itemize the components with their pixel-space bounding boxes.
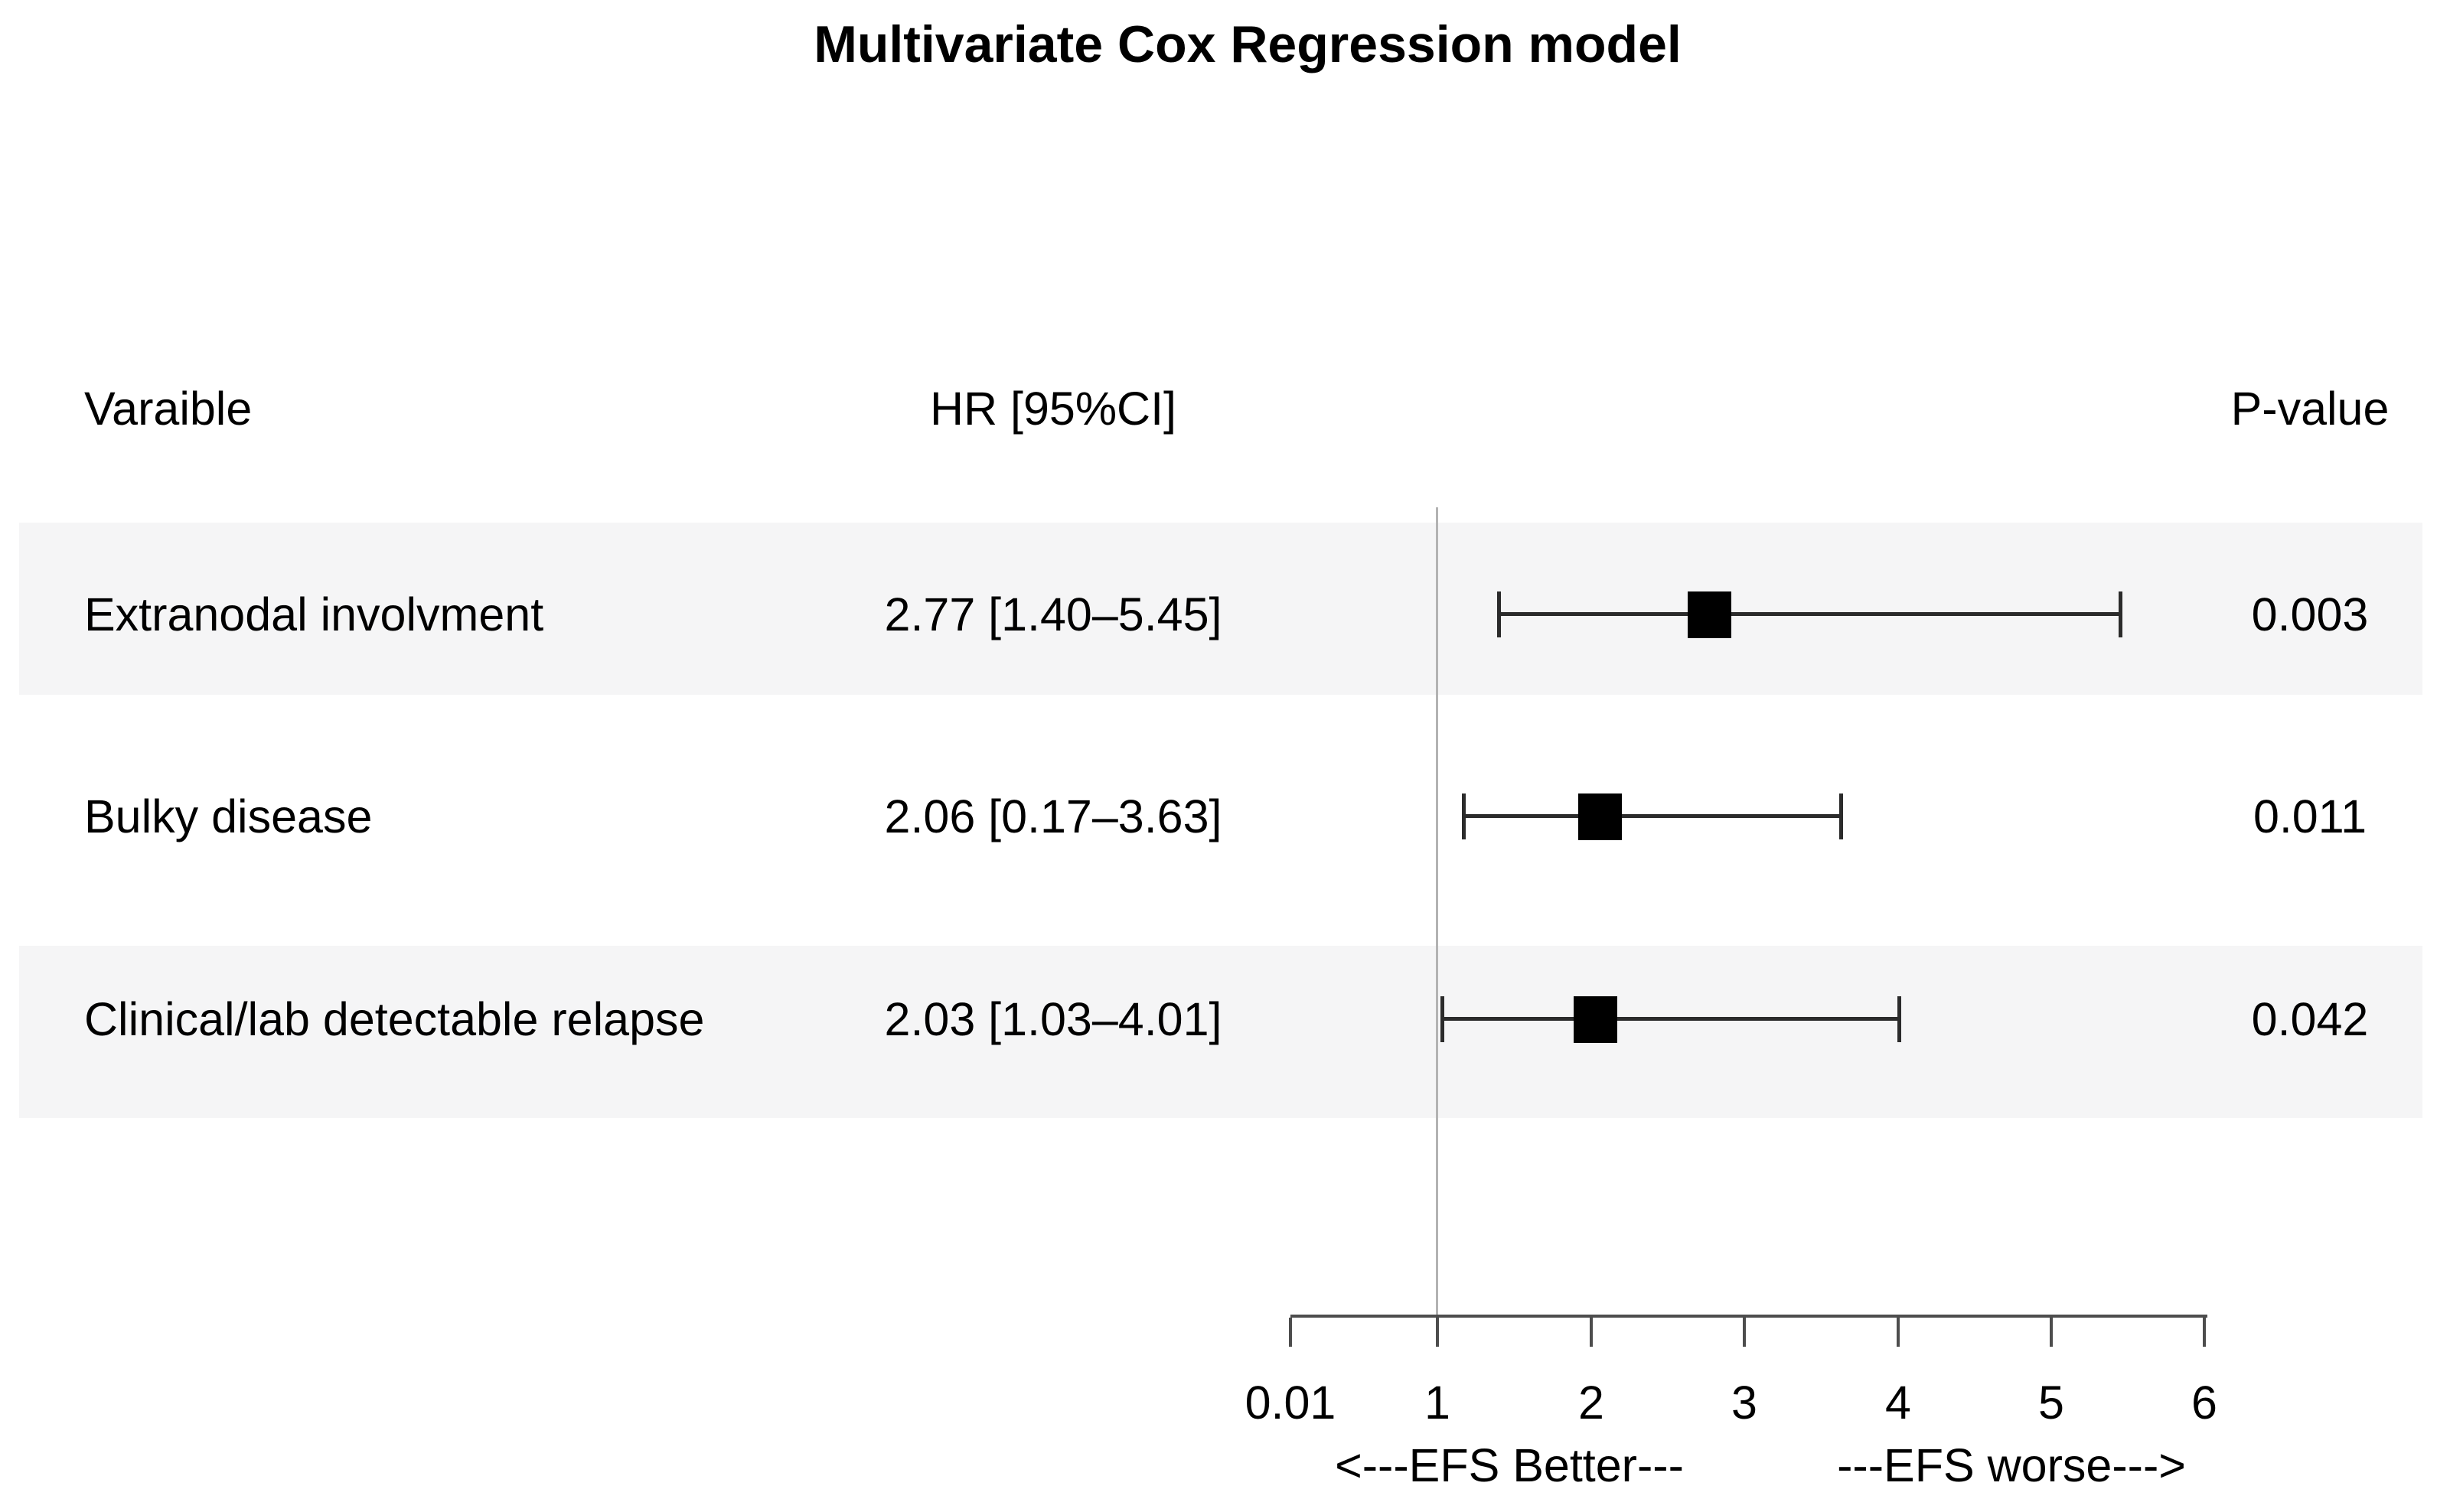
row-pvalue: 0.042: [2251, 993, 2369, 1045]
error-bar-cap-left: [1440, 996, 1444, 1042]
chart-title: Multivariate Cox Regression model: [814, 15, 1682, 73]
x-axis-tick-label: 3: [1731, 1377, 1757, 1429]
row-stripe-1: [19, 523, 2422, 695]
x-axis-tick: [1590, 1318, 1593, 1347]
error-bar-cap-right: [1897, 996, 1902, 1042]
x-axis-tick: [2050, 1318, 2053, 1347]
x-axis-tick-label: 0.01: [1245, 1377, 1336, 1429]
row-variable-label: Extranodal involvment: [84, 588, 544, 640]
error-bar-cap-right: [2118, 591, 2122, 637]
x-axis-tick-label: 1: [1424, 1377, 1450, 1429]
x-axis-tick-label: 2: [1578, 1377, 1604, 1429]
error-bar-line: [1442, 1017, 1900, 1021]
x-axis-tick: [1743, 1318, 1746, 1347]
x-axis-tick: [2203, 1318, 2206, 1347]
row-hr-ci-value: 2.03 [1.03–4.01]: [884, 993, 1222, 1045]
axis-annotation-efs-better: <---EFS Better---: [1335, 1439, 1684, 1491]
x-axis-tick-label: 4: [1885, 1377, 1911, 1429]
row-pvalue: 0.003: [2251, 588, 2369, 640]
hr-marker-square: [1574, 996, 1618, 1043]
error-bar-line: [1499, 612, 2120, 616]
x-axis-tick-label: 5: [2038, 1377, 2064, 1429]
x-axis-tick: [1436, 1318, 1439, 1347]
row-variable-label: Bulky disease: [84, 790, 373, 842]
error-bar-cap-left: [1497, 591, 1502, 637]
row-pvalue: 0.011: [2253, 790, 2367, 842]
axis-annotation-efs-worse: ---EFS worse--->: [1837, 1439, 2186, 1491]
x-axis-tick-label: 6: [2191, 1377, 2217, 1429]
row-hr-ci-value: 2.06 [0.17–3.63]: [884, 790, 1222, 842]
row-variable-label: Clinical/lab detectable relapse: [84, 993, 705, 1045]
x-axis-tick: [1897, 1318, 1900, 1347]
reference-line: [1436, 507, 1438, 1316]
error-bar-cap-right: [1839, 793, 1844, 839]
row-hr-ci-value: 2.77 [1.40–5.45]: [884, 588, 1222, 640]
column-header-pvalue: P-value: [2230, 383, 2390, 435]
column-header-hr-ci: HR [95%CI]: [929, 383, 1177, 435]
hr-marker-square: [1578, 793, 1623, 840]
error-bar-line: [1463, 814, 1842, 818]
x-axis-tick: [1289, 1318, 1292, 1347]
column-header-variable: Varaible: [84, 383, 253, 435]
x-axis-line: [1290, 1315, 2207, 1318]
error-bar-cap-left: [1462, 793, 1466, 839]
hr-marker-square: [1687, 591, 1731, 638]
row-stripe-3: [19, 946, 2422, 1118]
